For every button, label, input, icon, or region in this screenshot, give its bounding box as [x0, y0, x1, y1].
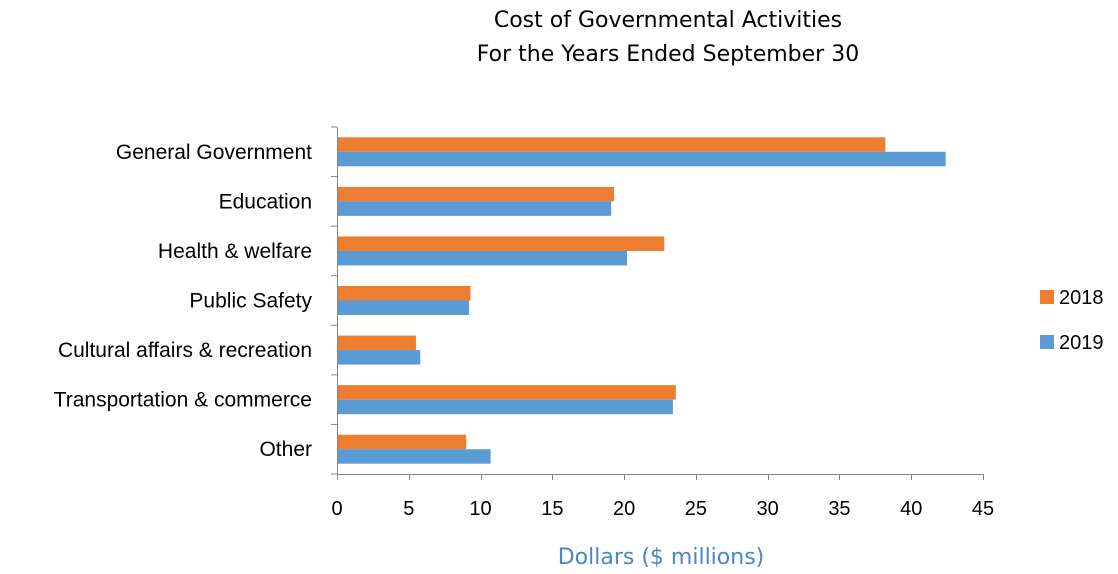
bars-layer — [338, 137, 946, 464]
chart-title-line-2: For the Years Ended September 30 — [477, 42, 859, 67]
bar-2018-health-welfare — [338, 236, 665, 251]
x-tick-label: 15 — [541, 498, 563, 520]
bar-2018-other — [338, 434, 467, 450]
x-axis-ticks: 0 5 10 15 20 25 30 35 40 45 — [331, 474, 994, 520]
legend: 2018 2019 — [1040, 287, 1104, 354]
x-axis-title: Dollars ($ millions) — [558, 545, 765, 570]
bar-2018-cultural-affairs-recreation — [338, 335, 416, 351]
category-label-education: Education — [219, 190, 312, 213]
bar-2019-other — [338, 449, 491, 464]
bar-2018-general-government — [338, 137, 886, 152]
legend-label: 2019 — [1059, 332, 1104, 354]
bar-2019-cultural-affairs-recreation — [338, 350, 421, 365]
bar-2018-transportation-commerce — [338, 385, 676, 400]
x-tick-label: 10 — [469, 498, 491, 520]
category-label-cultural-affairs-recreation: Cultural affairs & recreation — [58, 339, 312, 362]
legend-item-2019: 2019 — [1040, 332, 1104, 354]
bar-2018-public-safety — [338, 286, 471, 301]
y-axis-ticks — [331, 126, 337, 475]
category-label-transportation-commerce: Transportation & commerce — [54, 389, 312, 412]
bar-2019-transportation-commerce — [338, 399, 673, 415]
bar-2018-education — [338, 186, 615, 202]
bar-2019-education — [338, 201, 612, 216]
x-tick-label: 40 — [900, 498, 922, 520]
category-label-other: Other — [259, 438, 312, 461]
bar-2019-public-safety — [338, 300, 470, 315]
legend-label: 2018 — [1059, 287, 1104, 309]
x-tick-label: 45 — [972, 498, 994, 520]
x-tick-label: 35 — [828, 498, 850, 520]
x-tick-label: 25 — [685, 498, 707, 520]
x-tick-label: 0 — [331, 498, 342, 520]
chart-title-line-1: Cost of Governmental Activities — [494, 8, 842, 33]
category-label-public-safety: Public Safety — [189, 290, 312, 313]
category-labels: General Government Education Health & welf… — [54, 141, 313, 461]
legend-swatch — [1040, 335, 1054, 349]
category-label-general-government: General Government — [116, 141, 312, 164]
legend-swatch — [1040, 290, 1054, 304]
legend-item-2018: 2018 — [1040, 287, 1104, 309]
category-label-health-welfare: Health & welfare — [158, 240, 312, 263]
x-tick-label: 30 — [757, 498, 779, 520]
bar-2019-health-welfare — [338, 250, 627, 266]
x-tick-label: 5 — [403, 498, 414, 520]
x-tick-label: 20 — [613, 498, 635, 520]
chart-title: Cost of Governmental Activities For the … — [477, 8, 859, 67]
bar-2019-general-government — [338, 151, 946, 167]
